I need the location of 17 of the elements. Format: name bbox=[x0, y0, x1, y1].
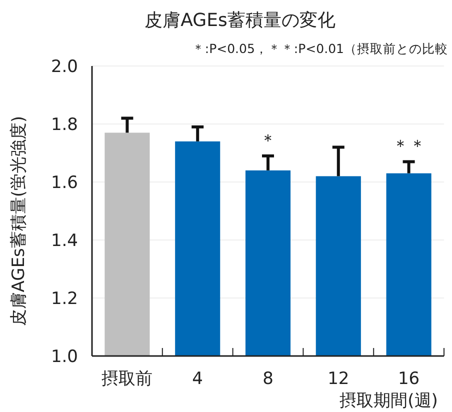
x-tick-label: 4 bbox=[192, 369, 204, 389]
x-axis-title: 摂取期間(週) bbox=[340, 391, 438, 411]
x-tick-label: 8 bbox=[262, 369, 274, 389]
y-tick-label: 1.8 bbox=[50, 115, 78, 135]
chart-title: 皮膚AGEs蓄積量の変化 bbox=[144, 10, 336, 31]
y-tick-label: 1.0 bbox=[50, 347, 78, 367]
y-tick-label: 2.0 bbox=[50, 57, 78, 77]
x-tick-label: 16 bbox=[398, 369, 420, 389]
x-tick-label: 12 bbox=[328, 369, 350, 389]
y-axis-title: 皮膚AGEs蓄積量(蛍光強度) bbox=[9, 116, 29, 326]
y-tick-label: 1.6 bbox=[50, 173, 78, 193]
annotation: ＊ bbox=[260, 130, 276, 151]
y-tick-label: 1.2 bbox=[50, 289, 78, 309]
y-tick-label: 1.4 bbox=[50, 231, 78, 251]
x-tick-label: 摂取前 bbox=[102, 369, 153, 389]
annotation: ＊＊ bbox=[392, 136, 426, 157]
chart-subtitle: ＊:P<0.05，＊＊:P<0.01（摂取前との比較 bbox=[192, 41, 448, 56]
